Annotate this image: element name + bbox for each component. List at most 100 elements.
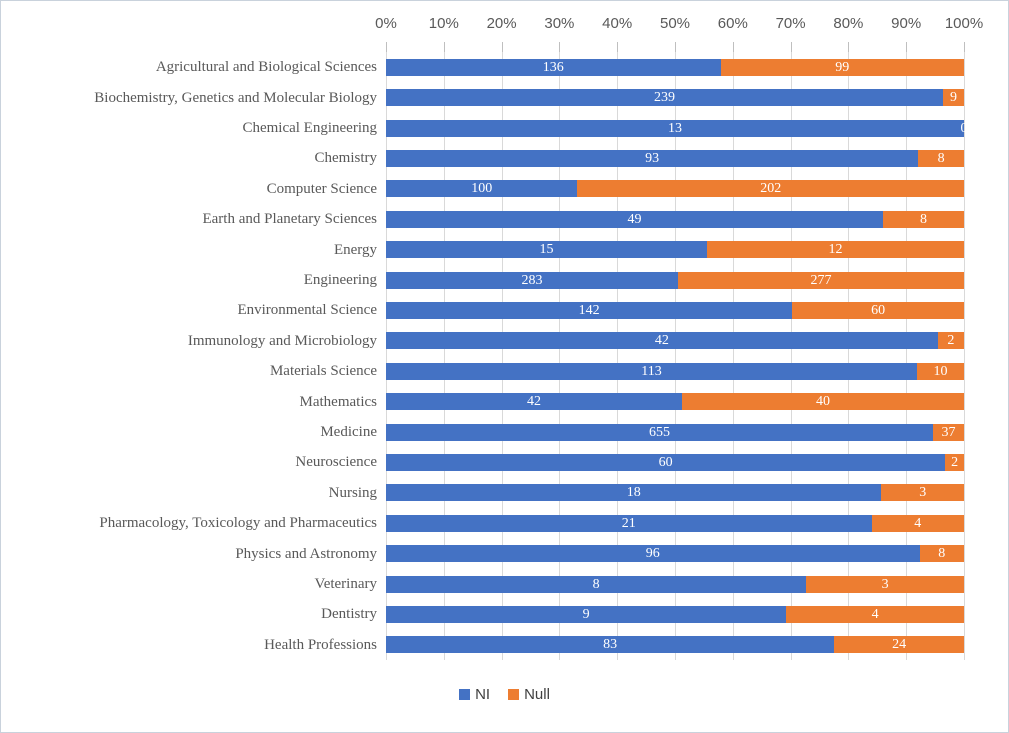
legend-item-null: Null bbox=[508, 686, 550, 703]
data-label-ni: 21 bbox=[621, 515, 636, 531]
data-label-ni: 60 bbox=[658, 454, 673, 470]
legend-swatch-icon bbox=[508, 689, 520, 700]
bar-segment-null bbox=[786, 605, 964, 623]
data-label-ni: 239 bbox=[654, 90, 675, 106]
bar-segment-null bbox=[945, 453, 964, 471]
bar-segment-null bbox=[720, 58, 964, 76]
bar-segment-null bbox=[834, 636, 964, 654]
x-axis-tick-label: 40% bbox=[602, 15, 633, 32]
bar-segment-null bbox=[882, 210, 964, 228]
bar-segment-null bbox=[806, 575, 964, 593]
x-axis-tick-label: 20% bbox=[486, 15, 517, 32]
bar-segment-ni bbox=[386, 271, 679, 289]
category-label: Health Professions bbox=[264, 636, 377, 653]
x-axis-tick-mark bbox=[732, 42, 734, 52]
vertical-gridline bbox=[386, 52, 387, 660]
vertical-gridline bbox=[501, 52, 503, 660]
x-axis-tick-mark bbox=[790, 42, 792, 52]
x-axis-tick-mark bbox=[848, 42, 850, 52]
x-axis-tick-label: 50% bbox=[659, 15, 691, 32]
x-axis-tick-label: 30% bbox=[544, 15, 575, 32]
x-axis-tick-mark bbox=[386, 42, 387, 52]
data-label-ni: 283 bbox=[521, 272, 543, 288]
x-axis-tick-label: 90% bbox=[891, 15, 922, 32]
bar-segment-ni bbox=[386, 423, 934, 441]
category-label: Chemical Engineering bbox=[242, 120, 377, 136]
chart-legend: NI Null bbox=[1, 686, 1008, 703]
category-label: Chemistry bbox=[314, 150, 378, 167]
data-label-ni: 18 bbox=[626, 485, 641, 501]
bar-segment-ni bbox=[386, 362, 917, 380]
bar-segment-ni bbox=[386, 89, 944, 107]
vertical-gridline bbox=[790, 52, 792, 660]
data-label-null: 40 bbox=[816, 394, 831, 410]
bar-segment-ni bbox=[386, 149, 919, 167]
vertical-gridline bbox=[617, 52, 619, 660]
bar-segment-null bbox=[577, 180, 964, 198]
x-axis-tick-label: 60% bbox=[717, 15, 748, 32]
legend-label: NI bbox=[475, 686, 491, 703]
bar-segment-null bbox=[937, 332, 964, 350]
data-label-null: 12 bbox=[828, 242, 843, 258]
data-label-ni: 49 bbox=[627, 211, 642, 227]
bar-segment-ni bbox=[386, 58, 721, 76]
category-label: Engineering bbox=[303, 272, 377, 288]
data-label-null: 60 bbox=[871, 302, 886, 318]
bar-segment-ni bbox=[386, 636, 835, 654]
bar-segment-null bbox=[917, 362, 964, 380]
bar-segment-ni bbox=[386, 332, 938, 350]
data-label-null: 277 bbox=[810, 272, 832, 288]
bar-segment-ni bbox=[386, 210, 883, 228]
bar-segment-null bbox=[881, 484, 964, 502]
category-label: Agricultural and Biological Sciences bbox=[155, 59, 377, 76]
x-axis-tick-mark bbox=[559, 42, 561, 52]
vertical-gridline bbox=[732, 52, 734, 660]
category-label: Environmental Science bbox=[237, 302, 377, 319]
legend-label: Null bbox=[524, 686, 550, 703]
bar-segment-ni bbox=[386, 119, 964, 137]
bar-segment-ni bbox=[386, 575, 807, 593]
data-label-null: 8 bbox=[937, 150, 945, 166]
vertical-gridline bbox=[964, 52, 965, 660]
data-label-ni: 655 bbox=[649, 424, 671, 440]
category-label: Earth and Planetary Sciences bbox=[202, 211, 377, 228]
category-label: Biochemistry, Genetics and Molecular Bio… bbox=[94, 89, 377, 106]
x-axis-tick-mark bbox=[675, 42, 676, 52]
x-axis-tick-label: 100% bbox=[944, 15, 984, 32]
bar-segment-null bbox=[871, 514, 964, 532]
category-label: Veterinary bbox=[314, 576, 377, 592]
data-label-ni: 42 bbox=[527, 394, 542, 410]
data-label-ni: 93 bbox=[645, 150, 660, 166]
category-label: Materials Science bbox=[269, 363, 377, 380]
data-label-null: 10 bbox=[933, 363, 948, 379]
x-axis-tick-mark bbox=[501, 42, 503, 52]
bar-segment-null bbox=[933, 423, 964, 441]
data-label-null: 3 bbox=[919, 485, 927, 501]
bar-segment-ni bbox=[386, 241, 708, 259]
data-label-null: 202 bbox=[760, 181, 782, 197]
vertical-gridline bbox=[848, 52, 850, 660]
x-axis-tick-mark bbox=[906, 42, 908, 52]
category-label: Pharmacology, Toxicology and Pharmaceuti… bbox=[99, 515, 377, 532]
data-label-null: 4 bbox=[914, 515, 922, 531]
x-axis-tick-label: 0% bbox=[375, 15, 397, 32]
data-label-null: 99 bbox=[835, 59, 850, 75]
legend-item-ni: NI bbox=[459, 686, 490, 703]
data-label-ni: 100 bbox=[471, 181, 493, 197]
category-label: Dentistry bbox=[321, 606, 377, 623]
data-label-ni: 142 bbox=[578, 302, 600, 318]
data-label-ni: 15 bbox=[539, 242, 554, 258]
data-label-null: 0 bbox=[960, 120, 968, 136]
data-label-ni: 83 bbox=[603, 637, 618, 653]
data-label-null: 37 bbox=[941, 424, 956, 440]
bar-segment-null bbox=[943, 89, 964, 107]
data-label-ni: 136 bbox=[542, 59, 564, 75]
bar-segment-null bbox=[682, 393, 964, 411]
category-label: Energy bbox=[333, 241, 377, 258]
data-label-null: 8 bbox=[919, 211, 927, 227]
bar-segment-ni bbox=[386, 605, 787, 623]
category-label: Physics and Astronomy bbox=[235, 545, 377, 562]
x-axis-tick-mark bbox=[617, 42, 619, 52]
data-label-null: 3 bbox=[881, 576, 889, 592]
